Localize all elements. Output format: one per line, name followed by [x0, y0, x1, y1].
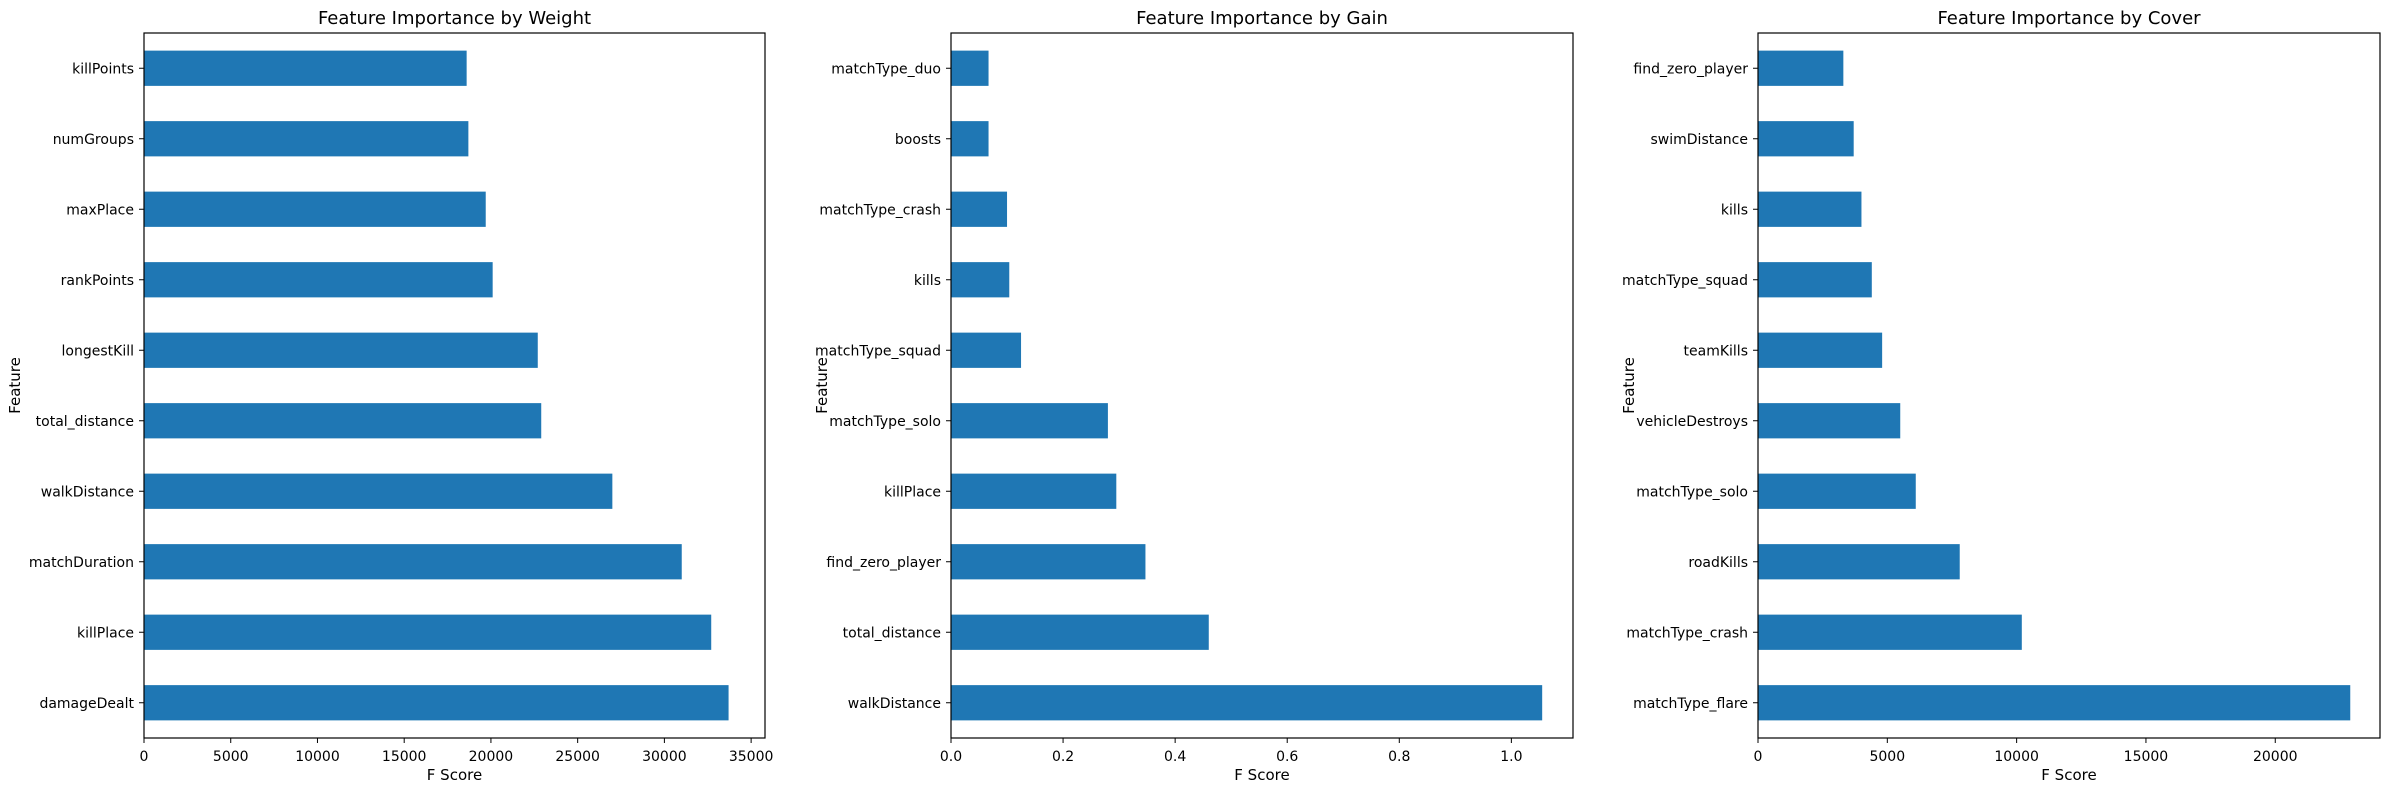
bar-total_distance — [144, 403, 542, 439]
bar-swimDistance — [1758, 121, 1854, 157]
y-tick-label: find_zero_player — [1633, 61, 1748, 77]
bar-kills — [951, 262, 1010, 298]
y-tick-label: kills — [1721, 202, 1748, 218]
y-tick-label: longestKill — [62, 343, 134, 359]
chart-title: Feature Importance by Weight — [318, 8, 591, 29]
y-tick-label: matchType_squad — [815, 343, 941, 359]
x-tick-label: 1.0 — [1500, 749, 1522, 765]
y-tick-label: matchType_solo — [829, 414, 941, 430]
x-tick-label: 0 — [140, 749, 149, 765]
y-tick-label: matchType_squad — [1622, 273, 1748, 289]
bar-matchType_squad — [1758, 262, 1872, 298]
x-tick-label: 5000 — [1869, 749, 1905, 765]
bar-matchType_flare — [1758, 685, 2351, 721]
x-tick-label: 15000 — [2124, 749, 2169, 765]
y-tick-label: vehicleDestroys — [1636, 414, 1748, 430]
y-tick-label: killPlace — [77, 625, 134, 641]
bar-roadKills — [1758, 544, 1960, 580]
bar-matchType_duo — [951, 50, 989, 86]
bar-matchType_crash — [951, 191, 1008, 227]
bar-killPlace — [144, 614, 712, 650]
y-tick-label: boosts — [895, 132, 941, 148]
bar-killPoints — [144, 50, 467, 86]
x-tick-label: 20000 — [469, 749, 514, 765]
bar-damageDealt — [144, 685, 729, 721]
y-tick-label: matchType_solo — [1636, 484, 1748, 500]
y-tick-label: kills — [914, 273, 941, 289]
plot-frame — [950, 32, 1574, 739]
x-tick-label: 20000 — [2253, 749, 2298, 765]
y-tick-label: rankPoints — [61, 273, 134, 289]
bar-maxPlace — [144, 191, 486, 227]
y-axis-label: Feature — [1620, 357, 1638, 414]
plot-frame — [1757, 32, 2381, 739]
bar-matchType_solo — [1758, 473, 1916, 509]
x-tick-label: 5000 — [213, 749, 249, 765]
y-tick-label: damageDealt — [39, 696, 134, 712]
bar-total_distance — [951, 614, 1209, 650]
y-tick-label: matchType_flare — [1633, 696, 1748, 712]
y-tick-label: matchType_crash — [1626, 625, 1748, 641]
y-tick-label: maxPlace — [66, 202, 134, 218]
x-axis-label: F Score — [1234, 766, 1289, 784]
y-tick-label: walkDistance — [41, 484, 134, 500]
bar-kills — [1758, 191, 1862, 227]
bar-rankPoints — [144, 262, 493, 298]
x-axis-label: F Score — [2041, 766, 2096, 784]
y-axis-label: Feature — [6, 357, 24, 414]
bar-find_zero_player — [951, 544, 1146, 580]
bar-vehicleDestroys — [1758, 403, 1901, 439]
x-tick-label: 15000 — [382, 749, 427, 765]
bar-teamKills — [1758, 332, 1883, 368]
bar-walkDistance — [951, 685, 1543, 721]
plot-frame — [143, 32, 766, 739]
x-tick-label: 35000 — [729, 749, 774, 765]
chart-title: Feature Importance by Cover — [1937, 8, 2201, 29]
bar-longestKill — [144, 332, 538, 368]
bar-matchType_solo — [951, 403, 1108, 439]
y-tick-label: total_distance — [36, 414, 134, 430]
bar-killPlace — [951, 473, 1117, 509]
x-tick-label: 0.4 — [1164, 749, 1186, 765]
y-tick-label: killPlace — [884, 484, 941, 500]
bar-matchType_crash — [1758, 614, 2022, 650]
y-tick-label: killPoints — [72, 61, 134, 77]
x-axis-label: F Score — [427, 766, 482, 784]
y-tick-label: total_distance — [843, 625, 941, 641]
bar-matchType_squad — [951, 332, 1022, 368]
y-tick-label: find_zero_player — [826, 555, 941, 571]
y-tick-label: teamKills — [1684, 343, 1748, 359]
y-tick-label: matchType_duo — [831, 61, 941, 77]
y-tick-label: numGroups — [53, 132, 134, 148]
y-axis-label: Feature — [813, 357, 831, 414]
bar-numGroups — [144, 121, 469, 157]
y-tick-label: matchDuration — [29, 555, 134, 571]
x-tick-label: 10000 — [1994, 749, 2039, 765]
bar-boosts — [951, 121, 989, 157]
chart-title: Feature Importance by Gain — [1136, 8, 1388, 29]
x-tick-label: 25000 — [555, 749, 600, 765]
y-tick-label: walkDistance — [848, 696, 941, 712]
bar-matchDuration — [144, 544, 682, 580]
bar-find_zero_player — [1758, 50, 1844, 86]
x-tick-label: 0.0 — [940, 749, 962, 765]
x-tick-label: 0.8 — [1388, 749, 1410, 765]
x-tick-label: 10000 — [295, 749, 340, 765]
x-tick-label: 0.6 — [1276, 749, 1298, 765]
y-tick-label: roadKills — [1688, 555, 1748, 571]
y-tick-label: swimDistance — [1651, 132, 1749, 148]
x-tick-label: 0 — [1754, 749, 1763, 765]
bar-walkDistance — [144, 473, 613, 509]
x-tick-label: 30000 — [642, 749, 687, 765]
y-tick-label: matchType_crash — [819, 202, 941, 218]
x-tick-label: 0.2 — [1052, 749, 1074, 765]
